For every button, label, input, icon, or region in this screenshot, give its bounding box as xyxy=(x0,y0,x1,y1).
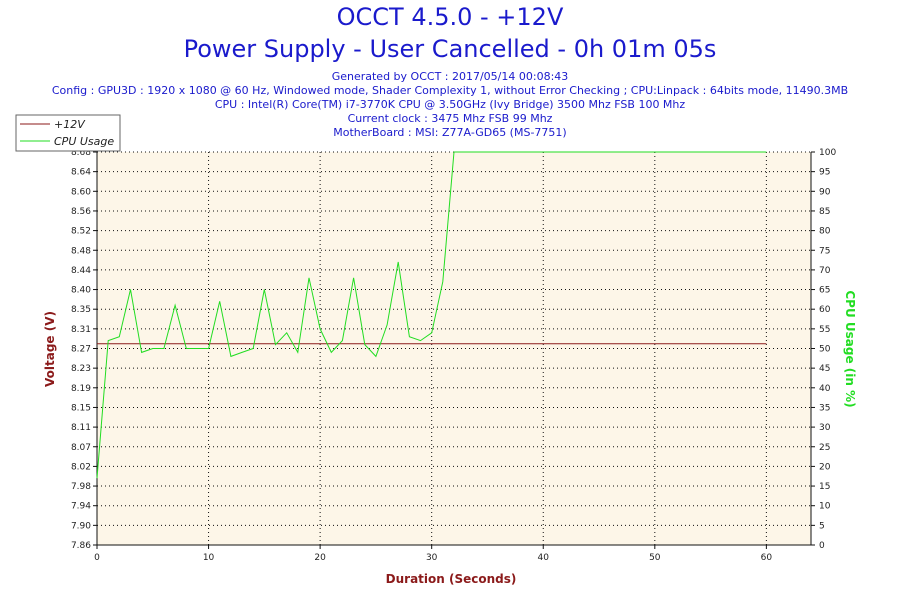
y-left-tick-label: 8.44 xyxy=(71,266,91,276)
x-tick-label: 0 xyxy=(94,553,100,563)
x-tick-label: 20 xyxy=(314,553,326,563)
y-left-tick-label: 7.86 xyxy=(71,541,91,551)
y-left-tick-label: 8.15 xyxy=(71,403,91,413)
y-right-tick-label: 45 xyxy=(819,364,830,374)
info-generated: Generated by OCCT : 2017/05/14 00:08:43 xyxy=(331,70,569,83)
y-right-tick-label: 10 xyxy=(819,502,831,512)
y-right-tick-label: 30 xyxy=(819,423,831,433)
y-right-tick-label: 80 xyxy=(819,227,831,237)
y-right-tick-label: 85 xyxy=(819,207,830,217)
legend-box xyxy=(15,114,121,152)
y-right-tick-label: 50 xyxy=(819,345,831,355)
y-left-tick-label: 8.11 xyxy=(71,423,91,433)
y-right-tick-label: 60 xyxy=(819,305,831,315)
y-left-tick-label: 8.56 xyxy=(71,207,91,217)
legend: +12V CPU Usage xyxy=(15,114,121,152)
x-tick-label: 60 xyxy=(761,553,773,563)
y-right-tick-label: 70 xyxy=(819,266,831,276)
y-right-tick-label: 0 xyxy=(819,541,825,551)
y-left-tick-label: 8.68 xyxy=(71,148,91,158)
x-tick-label: 30 xyxy=(426,553,438,563)
y-right-tick-label: 20 xyxy=(819,462,831,472)
x-tick-label: 10 xyxy=(203,553,215,563)
y-left-tick-label: 8.27 xyxy=(71,345,91,355)
y-axis-left-label: Voltage (V) xyxy=(43,311,57,387)
y-right-tick-label: 100 xyxy=(819,148,836,158)
y-right-tick-label: 15 xyxy=(819,482,830,492)
y-left-tick-label: 8.52 xyxy=(71,227,91,237)
y-axis-right-label: CPU Usage (in %) xyxy=(843,290,857,407)
y-left-tick-label: 8.60 xyxy=(71,187,91,197)
chart-title: OCCT 4.5.0 - +12V xyxy=(336,3,564,31)
chart-subtitle: Power Supply - User Cancelled - 0h 01m 0… xyxy=(183,35,717,63)
series-line-cpu-usage xyxy=(96,151,767,479)
y-right-tick-label: 25 xyxy=(819,443,830,453)
y-right-tick-label: 5 xyxy=(819,521,825,531)
y-left-tick-label: 7.94 xyxy=(71,502,91,512)
y-right-tick-label: 40 xyxy=(819,384,831,394)
y-left-tick-label: 8.40 xyxy=(71,286,91,296)
y-left-tick-label: 7.98 xyxy=(71,482,91,492)
info-cpu: CPU : Intel(R) Core(TM) i7-3770K CPU @ 3… xyxy=(214,98,686,111)
y-right-tick-label: 95 xyxy=(819,168,830,178)
y-left-tick-label: 8.23 xyxy=(71,364,91,374)
y-left-tick-label: 8.35 xyxy=(71,305,91,315)
y-left-tick-label: 8.48 xyxy=(71,246,91,256)
y-right-tick-label: 65 xyxy=(819,286,830,296)
y-left-tick-label: 8.64 xyxy=(71,168,91,178)
y-right-tick-label: 75 xyxy=(819,246,830,256)
y-right-tick-label: 35 xyxy=(819,403,830,413)
legend-label-voltage: +12V xyxy=(54,118,86,131)
info-motherboard: MotherBoard : MSI: Z77A-GD65 (MS-7751) xyxy=(333,126,567,139)
info-config: Config : GPU3D : 1920 x 1080 @ 60 Hz, Wi… xyxy=(51,84,849,97)
x-axis-label: Duration (Seconds) xyxy=(386,572,517,586)
series-layer xyxy=(96,151,767,479)
y-left-tick-label: 8.07 xyxy=(71,443,91,453)
y-left-tick-label: 8.02 xyxy=(71,462,91,472)
info-clock: Current clock : 3475 Mhz FSB 99 Mhz xyxy=(347,112,553,125)
legend-label-cpu: CPU Usage xyxy=(54,135,114,148)
ticks-layer: 7.86 7.90 7.94 7.98 8.02 8.07 8.11 8.15 8.19 8.23… xyxy=(71,148,836,563)
y-left-tick-label: 7.90 xyxy=(71,521,91,531)
y-right-tick-label: 90 xyxy=(819,187,831,197)
x-tick-label: 40 xyxy=(538,553,550,563)
y-left-tick-label: 8.31 xyxy=(71,325,91,335)
y-left-tick-label: 8.19 xyxy=(71,384,91,394)
y-right-tick-label: 55 xyxy=(819,325,830,335)
x-tick-label: 50 xyxy=(649,553,661,563)
